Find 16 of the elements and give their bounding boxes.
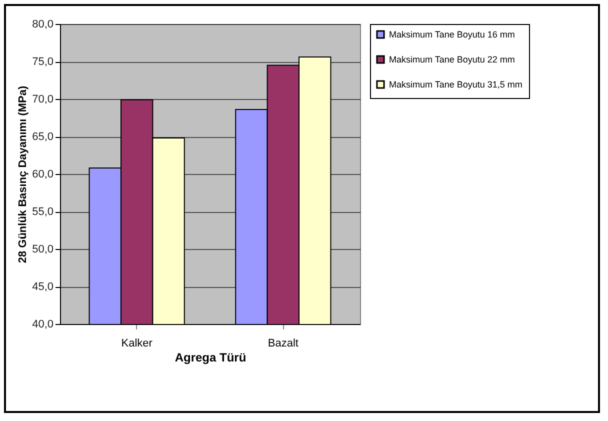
y-axis-title: 28 Günlük Basınç Dayanımı (MPa)	[17, 86, 30, 264]
x-tick-label: Kalker	[121, 338, 153, 350]
y-tick-label: 45,0	[32, 281, 54, 293]
x-tick-label: Bazalt	[268, 338, 298, 350]
y-tick-label: 65,0	[32, 131, 54, 143]
y-tick-label: 80,0	[32, 18, 54, 30]
y-tick-label: 50,0	[32, 244, 54, 256]
legend-label: Maksimum Tane Boyutu 31,5 mm	[389, 80, 522, 90]
y-tick-label: 70,0	[32, 94, 54, 106]
x-axis-title: Agrega Türü	[174, 350, 246, 364]
y-tick-label: 75,0	[32, 56, 54, 68]
legend-label: Maksimum Tane Boyutu 22 mm	[389, 54, 515, 64]
y-tick-label: 40,0	[32, 318, 54, 330]
y-tick-label: 60,0	[32, 168, 54, 180]
y-tick-label: 55,0	[32, 206, 54, 218]
legend-label: Maksimum Tane Boyutu 16 mm	[389, 30, 515, 40]
